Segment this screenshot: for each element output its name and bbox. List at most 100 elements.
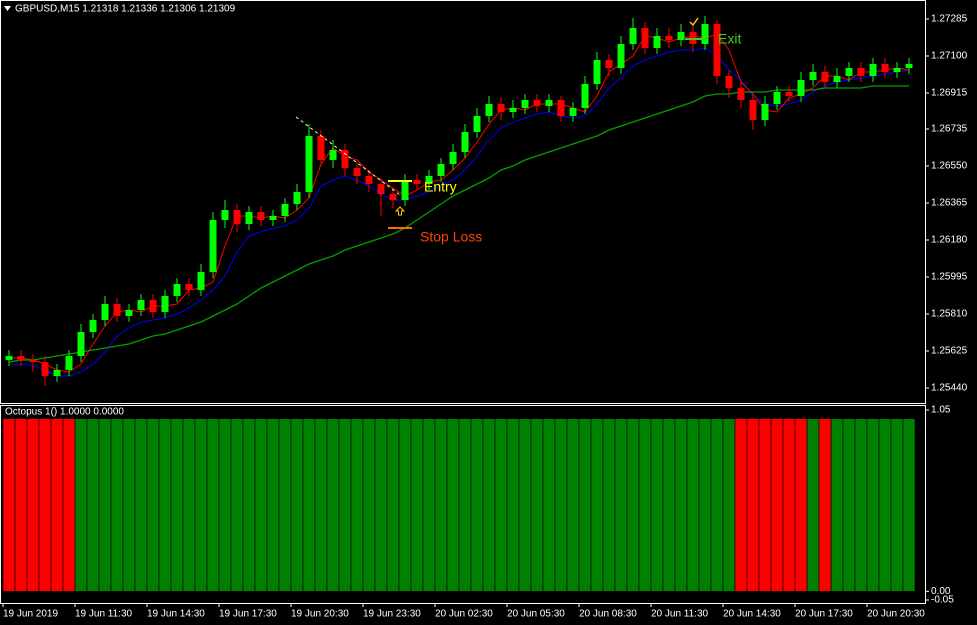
x-tick-label: 20 Jun 08:30 [579, 609, 637, 620]
candle-body [305, 136, 313, 192]
candle-body [233, 210, 241, 224]
y-tick-label: 1.05 [931, 405, 951, 416]
candle-body [533, 100, 541, 106]
x-tick-label: 19 Jun 17:30 [219, 609, 277, 620]
histogram-bar [758, 418, 772, 592]
candle-body [833, 76, 841, 82]
indicator-line [9, 47, 910, 377]
histogram-bar [554, 418, 568, 592]
candle-body [869, 64, 877, 76]
histogram-bar [530, 418, 544, 592]
x-tick-label: 20 Jun 14:30 [723, 609, 781, 620]
histogram-bar [74, 418, 88, 592]
histogram-bar [470, 418, 484, 592]
candle-body [5, 356, 13, 360]
candle-body [545, 100, 553, 106]
candle-body [461, 132, 469, 152]
candle-body [473, 116, 481, 132]
candle-body [605, 60, 613, 68]
candle-body [797, 80, 805, 96]
candle-body [485, 104, 493, 116]
x-tick-label: 19 Jun 23:30 [363, 609, 421, 620]
candle-body [809, 72, 817, 80]
up-arrow [394, 206, 406, 216]
histogram-bar [650, 418, 664, 592]
y-tick-label: 1.26365 [931, 198, 968, 209]
candle-body [569, 108, 577, 116]
candle-body [29, 360, 37, 362]
histogram-bar [434, 418, 448, 592]
y-tick-label: 1.26735 [931, 124, 968, 135]
histogram-bar [782, 418, 796, 592]
histogram-bar [110, 418, 124, 592]
candle-body [749, 100, 757, 120]
candle-body [413, 180, 421, 184]
candle-body [89, 320, 97, 332]
histogram-bar [350, 418, 364, 592]
y-tick-label: 1.25810 [931, 309, 968, 320]
candle-body [773, 92, 781, 104]
y-tick-label: 1.27100 [931, 51, 968, 62]
histogram-bar [674, 418, 688, 592]
histogram-bar [326, 418, 340, 592]
candle-body [113, 304, 121, 316]
histogram-bar [446, 418, 460, 592]
candle-body [881, 64, 889, 72]
histogram-bar [50, 418, 64, 592]
histogram-bar [494, 418, 508, 592]
y-tick-label: 1.25440 [931, 383, 968, 394]
candle-body [137, 300, 145, 310]
candle-body [785, 92, 793, 96]
candle-body [293, 192, 301, 204]
histogram-bar [398, 418, 412, 592]
candle-body [581, 84, 589, 108]
main-frame [0, 0, 926, 404]
candle-body [101, 304, 109, 320]
candle-body [329, 150, 337, 160]
x-tick-label: 20 Jun 02:30 [435, 609, 493, 620]
candle-body [41, 362, 49, 376]
histogram-bar [86, 418, 100, 592]
title-icon [4, 6, 11, 11]
histogram-bar [278, 418, 292, 592]
candle-body [905, 64, 913, 68]
histogram-bar [902, 418, 916, 592]
y-tick-label: -0.05 [931, 595, 954, 606]
histogram-bar [254, 418, 268, 592]
histogram-bar [386, 418, 400, 592]
histogram-bar [686, 418, 700, 592]
candle-body [185, 284, 193, 290]
candle-body [653, 36, 661, 48]
histogram-bar [830, 418, 844, 592]
candle-body [197, 272, 205, 290]
stop-loss-label: Stop Loss [420, 229, 482, 245]
histogram-bar [230, 418, 244, 592]
y-tick-label: 1.26180 [931, 235, 968, 246]
histogram-bar [458, 418, 472, 592]
x-tick-label: 19 Jun 14:30 [147, 609, 205, 620]
histogram-bar [746, 418, 760, 592]
histogram-bar [410, 418, 424, 592]
histogram-bar [602, 418, 616, 592]
histogram-bar [26, 418, 40, 592]
candle-body [737, 88, 745, 100]
x-tick-label: 19 Jun 20:30 [291, 609, 349, 620]
indicator-frame [0, 405, 926, 604]
histogram-bar [122, 418, 136, 592]
x-tick-label: 20 Jun 11:30 [651, 609, 709, 620]
y-tick-label: 1.25625 [931, 346, 968, 357]
y-tick-label: 1.27285 [931, 14, 968, 25]
candle-body [761, 104, 769, 120]
histogram-bar [854, 418, 868, 592]
histogram-bar [578, 418, 592, 592]
y-tick-label: 1.26550 [931, 161, 968, 172]
histogram-bar [170, 418, 184, 592]
candle-body [629, 28, 637, 44]
candle-body [341, 150, 349, 168]
histogram-bar [242, 418, 256, 592]
histogram-bar [806, 418, 820, 592]
histogram-bar [338, 418, 352, 592]
histogram-bar [614, 418, 628, 592]
